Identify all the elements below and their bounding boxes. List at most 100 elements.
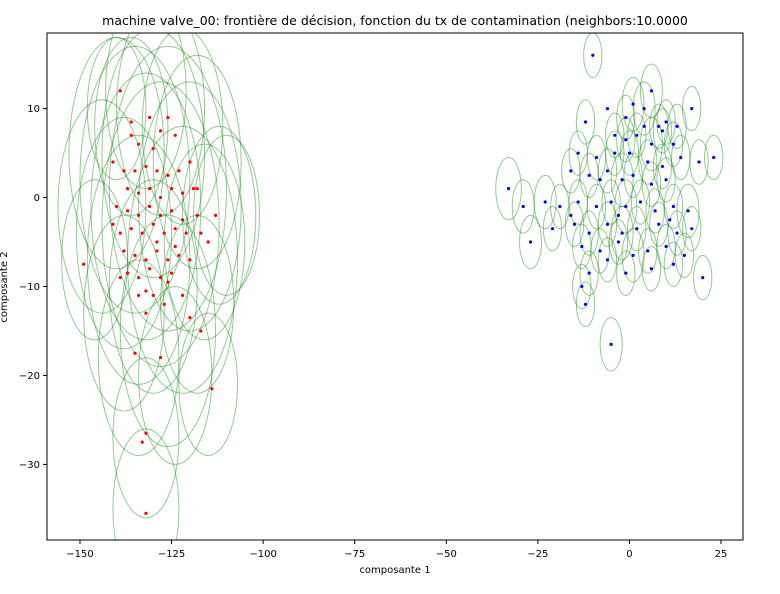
x-tick-label: 25 xyxy=(715,549,728,560)
anomaly-point xyxy=(166,280,170,284)
normal-point xyxy=(712,155,716,160)
decision-circle xyxy=(57,99,147,314)
normal-point xyxy=(671,204,676,209)
anomaly-point xyxy=(195,213,199,217)
anomaly-point xyxy=(133,351,137,355)
normal-point xyxy=(613,133,617,137)
decision-circle xyxy=(605,112,625,159)
anomaly-point xyxy=(155,249,159,253)
decision-circle xyxy=(639,116,663,172)
anomaly-point xyxy=(144,289,148,293)
anomaly-point xyxy=(147,204,152,209)
anomaly-point xyxy=(158,213,163,217)
decision-circle xyxy=(671,134,691,181)
decision-circle xyxy=(621,228,645,283)
decision-circle xyxy=(572,223,592,270)
normal-point xyxy=(642,107,646,111)
normal-point xyxy=(587,231,591,235)
decision-circle xyxy=(583,33,603,78)
normal-point xyxy=(569,169,573,173)
y-axis-label: composante 2 xyxy=(0,251,10,322)
anomaly-point xyxy=(177,169,181,173)
anomaly-point xyxy=(144,164,148,169)
anomaly-point xyxy=(180,218,185,222)
normal-point xyxy=(701,276,705,280)
anomaly-point xyxy=(210,387,214,391)
anomaly-point xyxy=(169,271,174,275)
decision-circle xyxy=(599,317,623,372)
decision-circle xyxy=(127,125,238,394)
anomaly-point xyxy=(155,240,159,244)
anomaly-point xyxy=(184,231,188,235)
normal-point xyxy=(657,222,661,226)
normal-point xyxy=(576,151,580,155)
x-axis: −150 −125 −100 −75 −50 −25 0 25 xyxy=(66,540,727,560)
normal-point xyxy=(558,204,562,209)
normal-point xyxy=(668,218,672,222)
decision-circle xyxy=(586,183,607,230)
decision-circle xyxy=(112,428,180,540)
anomaly-point xyxy=(144,258,148,262)
normal-point xyxy=(642,124,646,128)
decision-circle xyxy=(586,134,607,181)
normal-point xyxy=(649,89,654,93)
anomaly-point xyxy=(129,227,133,231)
anomaly-point xyxy=(166,173,170,177)
decision-circle xyxy=(638,228,658,274)
normal-point xyxy=(649,182,654,186)
normal-point xyxy=(580,284,584,289)
anomaly-point xyxy=(206,240,210,244)
normal-point xyxy=(664,120,668,124)
decision-circle xyxy=(638,139,658,185)
normal-point xyxy=(616,213,621,217)
normal-point xyxy=(690,227,694,231)
normal-point xyxy=(572,222,577,226)
x-tick-label: −50 xyxy=(436,549,457,560)
anomaly-point xyxy=(111,222,115,226)
decision-circle xyxy=(641,245,662,292)
normal-point xyxy=(605,222,610,226)
data-points xyxy=(82,53,716,515)
x-tick-label: −150 xyxy=(66,549,93,560)
decision-circle xyxy=(511,179,535,234)
anomaly-point xyxy=(125,271,130,275)
anomaly-point xyxy=(195,187,199,191)
decision-circle xyxy=(182,125,257,305)
anomaly-point xyxy=(122,169,126,173)
decision-circle xyxy=(663,121,684,167)
decision-circle xyxy=(561,148,581,194)
anomaly-point xyxy=(158,356,163,360)
decision-circle xyxy=(101,81,220,368)
normal-point xyxy=(675,231,679,235)
normal-point xyxy=(550,227,555,231)
decision-circle xyxy=(519,214,543,270)
decision-circle xyxy=(649,103,669,150)
decision-circle xyxy=(178,312,238,456)
decision-circle xyxy=(616,250,636,296)
anomaly-point xyxy=(151,222,155,226)
decision-circle xyxy=(601,179,621,225)
y-tick-label: −20 xyxy=(19,371,40,382)
anomaly-point xyxy=(162,231,166,235)
normal-point xyxy=(583,120,588,124)
normal-point xyxy=(664,244,668,249)
anomaly-point xyxy=(155,169,159,173)
anomaly-point xyxy=(82,262,86,266)
anomaly-point xyxy=(199,231,203,235)
decision-circle xyxy=(621,76,645,132)
decision-circle xyxy=(564,201,585,247)
decision-circle xyxy=(575,281,596,328)
anomaly-point xyxy=(140,440,144,444)
y-tick-label: −30 xyxy=(19,460,40,471)
decision-circle xyxy=(163,143,246,341)
normal-point xyxy=(671,142,676,146)
anomaly-point xyxy=(129,120,133,124)
y-tick-label: 0 xyxy=(34,193,40,204)
decision-circle xyxy=(639,63,663,118)
anomaly-point xyxy=(144,311,148,315)
decision-circle xyxy=(682,85,702,132)
anomaly-point xyxy=(133,253,137,257)
y-tick-label: 10 xyxy=(27,104,40,115)
decision-circle xyxy=(101,33,206,279)
normal-point xyxy=(605,169,610,173)
